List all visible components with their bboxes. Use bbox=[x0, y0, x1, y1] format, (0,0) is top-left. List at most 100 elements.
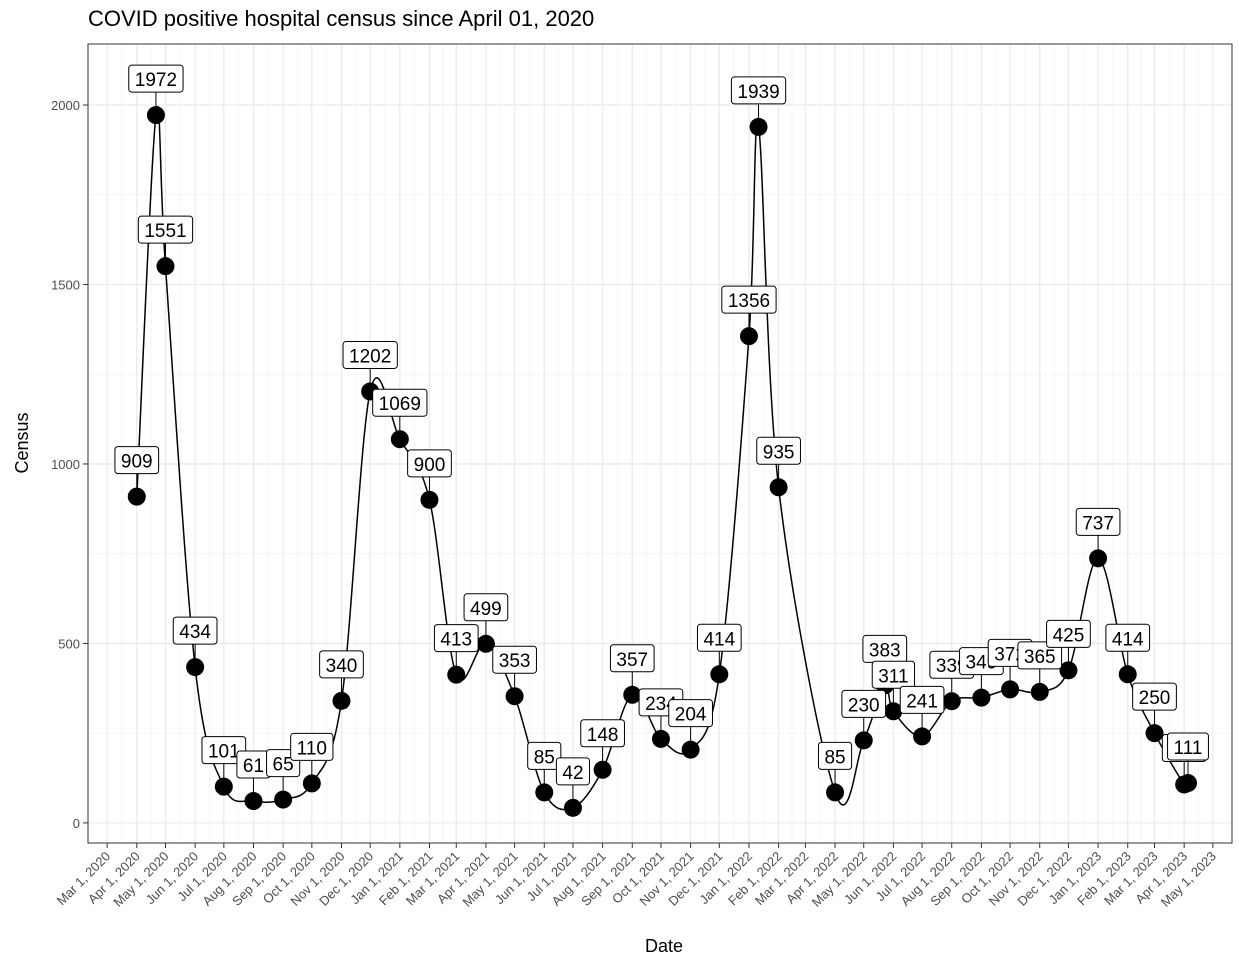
value-label: 148 bbox=[580, 719, 625, 770]
x-axis-label: Date bbox=[645, 936, 683, 956]
value-label: 1972 bbox=[128, 64, 184, 116]
value-label: 737 bbox=[1075, 507, 1121, 559]
data-label: 111 bbox=[1174, 738, 1203, 759]
label-box bbox=[1105, 623, 1151, 652]
data-label: 250 bbox=[1139, 688, 1171, 709]
label-box bbox=[201, 736, 247, 765]
value-label: 1551 bbox=[137, 215, 194, 267]
label-box bbox=[696, 623, 742, 652]
label-box bbox=[1132, 682, 1177, 711]
value-label: 85 bbox=[817, 741, 853, 793]
label-box bbox=[1046, 619, 1091, 648]
data-label: 311 bbox=[878, 666, 908, 687]
y-tick-label: 0 bbox=[73, 816, 80, 831]
data-label: 425 bbox=[1053, 625, 1085, 646]
label-box bbox=[609, 644, 655, 673]
label-box bbox=[899, 685, 945, 714]
value-label: 311 bbox=[871, 660, 916, 712]
value-label: 413 bbox=[433, 624, 479, 675]
value-label: 250 bbox=[1132, 682, 1177, 734]
data-label: 413 bbox=[440, 630, 472, 651]
label-box bbox=[730, 76, 787, 105]
value-label: 935 bbox=[756, 436, 801, 488]
y-tick-label: 500 bbox=[58, 636, 80, 651]
label-box bbox=[342, 340, 398, 369]
label-box bbox=[555, 757, 591, 786]
data-label: 1202 bbox=[349, 346, 391, 367]
data-label: 1972 bbox=[135, 70, 177, 91]
data-label: 101 bbox=[208, 742, 240, 763]
y-tick-label: 1000 bbox=[51, 457, 80, 472]
data-label: 935 bbox=[763, 442, 795, 463]
data-label: 204 bbox=[675, 705, 707, 726]
data-label: 65 bbox=[273, 755, 294, 776]
value-label: 383 bbox=[862, 634, 908, 686]
y-axis-label: Census bbox=[12, 412, 32, 473]
label-box bbox=[527, 741, 562, 770]
plot-background bbox=[88, 44, 1232, 843]
value-label: 111 bbox=[1167, 732, 1209, 784]
value-label: 1069 bbox=[372, 388, 428, 440]
data-label: 737 bbox=[1082, 513, 1114, 534]
value-label: 42 bbox=[555, 757, 591, 808]
data-label: 414 bbox=[1112, 629, 1144, 650]
data-label: 383 bbox=[869, 640, 901, 661]
value-label: 230 bbox=[841, 689, 887, 741]
value-label: 204 bbox=[668, 699, 713, 750]
label-box bbox=[871, 660, 916, 689]
data-label: 1551 bbox=[144, 221, 186, 242]
data-label: 365 bbox=[1024, 647, 1056, 668]
data-label: 230 bbox=[848, 695, 880, 716]
label-box bbox=[1075, 507, 1121, 536]
label-box bbox=[492, 645, 537, 674]
value-label: 357 bbox=[609, 644, 655, 695]
data-label: 85 bbox=[824, 747, 845, 768]
data-label: 909 bbox=[121, 452, 153, 473]
value-label: 340 bbox=[319, 650, 364, 701]
value-label: 1939 bbox=[730, 76, 787, 127]
data-label: 85 bbox=[534, 747, 555, 768]
value-label: 65 bbox=[266, 749, 301, 800]
data-label: 42 bbox=[562, 763, 583, 784]
label-box bbox=[407, 449, 452, 478]
y-tick-label: 2000 bbox=[51, 98, 80, 113]
label-box bbox=[114, 446, 160, 475]
y-tick-label: 1500 bbox=[51, 277, 80, 292]
point bbox=[749, 117, 768, 136]
value-label: 1202 bbox=[342, 340, 398, 392]
value-label: 499 bbox=[463, 593, 509, 644]
label-box bbox=[372, 388, 428, 417]
value-label: 909 bbox=[114, 446, 160, 497]
data-label: 148 bbox=[587, 725, 619, 746]
label-box bbox=[1017, 641, 1063, 670]
label-box bbox=[1167, 732, 1209, 761]
label-box bbox=[756, 436, 801, 465]
label-box bbox=[433, 624, 479, 653]
value-label: 85 bbox=[527, 741, 562, 793]
value-label: 61 bbox=[236, 750, 271, 802]
data-label: 357 bbox=[616, 650, 648, 671]
data-label: 499 bbox=[470, 599, 502, 620]
data-label: 61 bbox=[243, 756, 264, 777]
value-label: 101 bbox=[201, 736, 247, 787]
label-box bbox=[137, 215, 194, 244]
plot-border bbox=[87, 43, 1233, 844]
data-label: 241 bbox=[906, 691, 938, 712]
value-label: 365 bbox=[1017, 641, 1063, 692]
label-box bbox=[319, 650, 364, 679]
value-label: 425 bbox=[1046, 619, 1091, 671]
label-box bbox=[172, 616, 218, 645]
label-box bbox=[721, 285, 777, 314]
label-box bbox=[841, 689, 887, 718]
value-label: 414 bbox=[696, 623, 742, 675]
label-box bbox=[128, 64, 184, 93]
data-label: 414 bbox=[703, 629, 735, 650]
value-label: 434 bbox=[172, 616, 218, 668]
data-label: 1069 bbox=[379, 394, 421, 415]
label-box bbox=[668, 699, 713, 728]
value-label: 1356 bbox=[721, 285, 777, 337]
value-label: 241 bbox=[899, 685, 945, 737]
label-box bbox=[290, 732, 334, 761]
chart-title: COVID positive hospital census since Apr… bbox=[88, 6, 594, 31]
